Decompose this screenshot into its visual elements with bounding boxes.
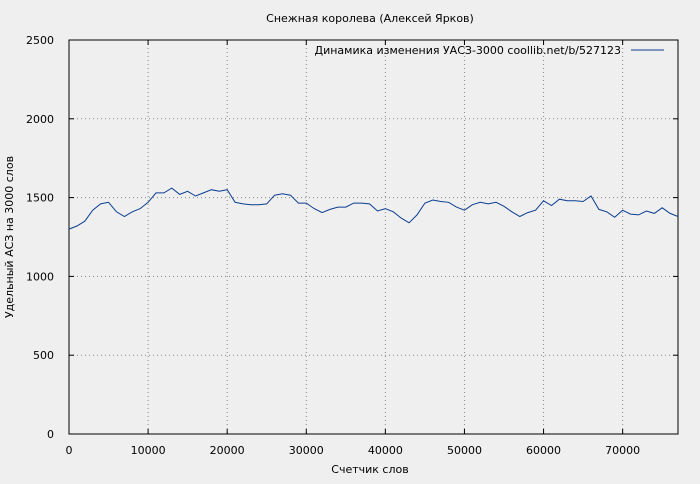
y-tick-label: 1500 <box>26 192 54 205</box>
grid-lines <box>69 40 678 434</box>
x-tick-label: 20000 <box>210 444 245 457</box>
plot-area-frame <box>68 39 679 435</box>
y-tick-label: 0 <box>47 428 54 441</box>
y-tick-label: 2000 <box>26 113 54 126</box>
y-tick-label: 500 <box>33 349 54 362</box>
chart-title: Снежная королева (Алексей Ярков) <box>266 12 474 25</box>
x-axis-label: Счетчик слов <box>331 463 408 476</box>
x-tick-label: 30000 <box>289 444 324 457</box>
x-tick-label: 0 <box>66 444 73 457</box>
series-line <box>68 187 679 230</box>
series-layer <box>68 187 679 230</box>
x-tick-label: 70000 <box>605 444 640 457</box>
legend-label: Динамика изменения УАСЗ-3000 coollib.net… <box>315 44 622 57</box>
y-tick-label: 1000 <box>26 270 54 283</box>
y-axis-label: Удельный АСЗ на 3000 слов <box>3 156 16 318</box>
x-tick-label: 60000 <box>526 444 561 457</box>
x-tick-label: 10000 <box>131 444 166 457</box>
x-tick-label: 40000 <box>368 444 403 457</box>
x-tick-label: 50000 <box>447 444 482 457</box>
y-tick-label: 2500 <box>26 34 54 47</box>
axis-ticks: 0 10000 20000 30000 40000 50000 60000 70000 0 500… <box>26 34 678 457</box>
legend: Динамика изменения УАСЗ-3000 coollib.net… <box>315 44 664 57</box>
